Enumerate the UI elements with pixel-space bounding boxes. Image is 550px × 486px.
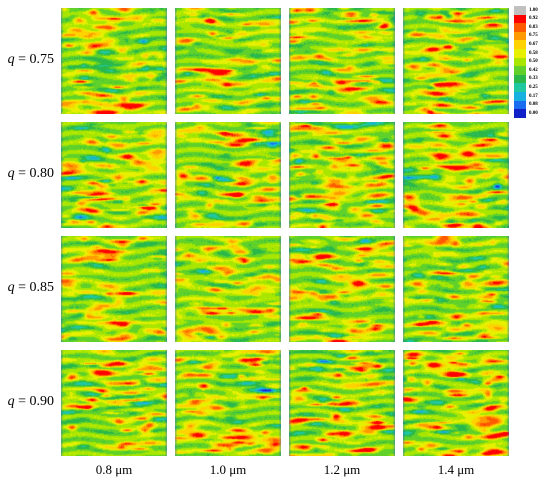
row-label-4: q = 0.90 [2, 394, 54, 410]
contour-panel-r1-c4 [403, 8, 509, 114]
contour-map-image [61, 236, 167, 342]
colorbar-swatch [514, 49, 526, 59]
row-label-value: = 0.80 [14, 166, 54, 181]
contour-panel-r3-c3 [289, 236, 395, 342]
contour-map-image [289, 350, 395, 456]
row-label-3: q = 0.85 [2, 280, 54, 296]
colorbar-tick-label: 0.83 [529, 24, 538, 30]
contour-map-image [175, 236, 281, 342]
colorbar-swatch [514, 14, 526, 24]
colorbar-tick-label: 1.00 [529, 7, 538, 13]
contour-panel-r4-c2 [175, 350, 281, 456]
contour-panel-r4-c4 [403, 350, 509, 456]
colorbar-swatch [514, 100, 526, 110]
colorbar-swatch [514, 40, 526, 50]
contour-map-image [289, 8, 395, 114]
contour-panel-r1-c1 [61, 8, 167, 114]
colorbar-tick-label: 0.33 [529, 76, 538, 82]
contour-map-image [289, 236, 395, 342]
row-label-value: = 0.90 [14, 394, 54, 409]
colorbar-swatch [514, 109, 526, 119]
contour-panel-r2-c3 [289, 122, 395, 228]
contour-map-image [61, 8, 167, 114]
contour-map-image [175, 8, 281, 114]
colorbar-legend: 1.00 0.92 0.83 0.75 0.67 0.58 0.50 0.42 0.33 0.25… [514, 6, 548, 120]
colorbar-swatch [514, 66, 526, 76]
row-label-1: q = 0.75 [2, 52, 54, 68]
contour-map-image [403, 8, 509, 114]
colorbar-tick-label: 0.08 [529, 102, 538, 108]
column-label-1: 0.8 μm [95, 462, 133, 477]
contour-panel-r3-c4 [403, 236, 509, 342]
colorbar-swatch [514, 92, 526, 102]
colorbar-swatch [514, 57, 526, 67]
row-label-variable: q [7, 166, 15, 181]
colorbar-tick-label: 0.75 [529, 33, 538, 39]
colorbar-tick-label: 0.17 [529, 93, 538, 99]
colorbar-tick-label: 0.25 [529, 84, 538, 90]
colorbar-tick-label: 0.58 [529, 50, 538, 56]
contour-map-image [61, 122, 167, 228]
colorbar-swatch [514, 6, 526, 16]
column-label-2: 1.0 μm [209, 462, 247, 477]
contour-map-image [175, 350, 281, 456]
contour-panel-r1-c2 [175, 8, 281, 114]
colorbar-tick-label: 0.92 [529, 16, 538, 22]
colorbar-swatch [514, 74, 526, 84]
row-label-variable: q [7, 280, 15, 295]
contour-map-image [175, 122, 281, 228]
colorbar-tick-label: 0.42 [529, 67, 538, 73]
contour-panel-r1-c3 [289, 8, 395, 114]
contour-panel-r2-c1 [61, 122, 167, 228]
contour-map-image [403, 236, 509, 342]
contour-panel-r2-c4 [403, 122, 509, 228]
colorbar-tick-label: 0.67 [529, 41, 538, 47]
colorbar-tick-label: 0.50 [529, 59, 538, 65]
column-label-4: 1.4 μm [437, 462, 475, 477]
contour-map-image [289, 122, 395, 228]
row-label-variable: q [7, 52, 15, 67]
colorbar-swatch [514, 31, 526, 41]
contour-map-image [403, 122, 509, 228]
row-label-2: q = 0.80 [2, 166, 54, 182]
row-label-value: = 0.85 [14, 280, 54, 295]
column-label-3: 1.2 μm [323, 462, 361, 477]
contour-panel-r3-c1 [61, 236, 167, 342]
contour-map-image [403, 350, 509, 456]
contour-map-image [61, 350, 167, 456]
contour-panel-r2-c2 [175, 122, 281, 228]
contour-panel-r4-c3 [289, 350, 395, 456]
contour-panel-r3-c2 [175, 236, 281, 342]
colorbar-tick-label: 0.00 [529, 110, 538, 116]
row-label-variable: q [7, 394, 15, 409]
contour-panel-r4-c1 [61, 350, 167, 456]
colorbar-swatch [514, 83, 526, 93]
colorbar-swatch [514, 23, 526, 33]
row-label-value: = 0.75 [14, 52, 54, 67]
